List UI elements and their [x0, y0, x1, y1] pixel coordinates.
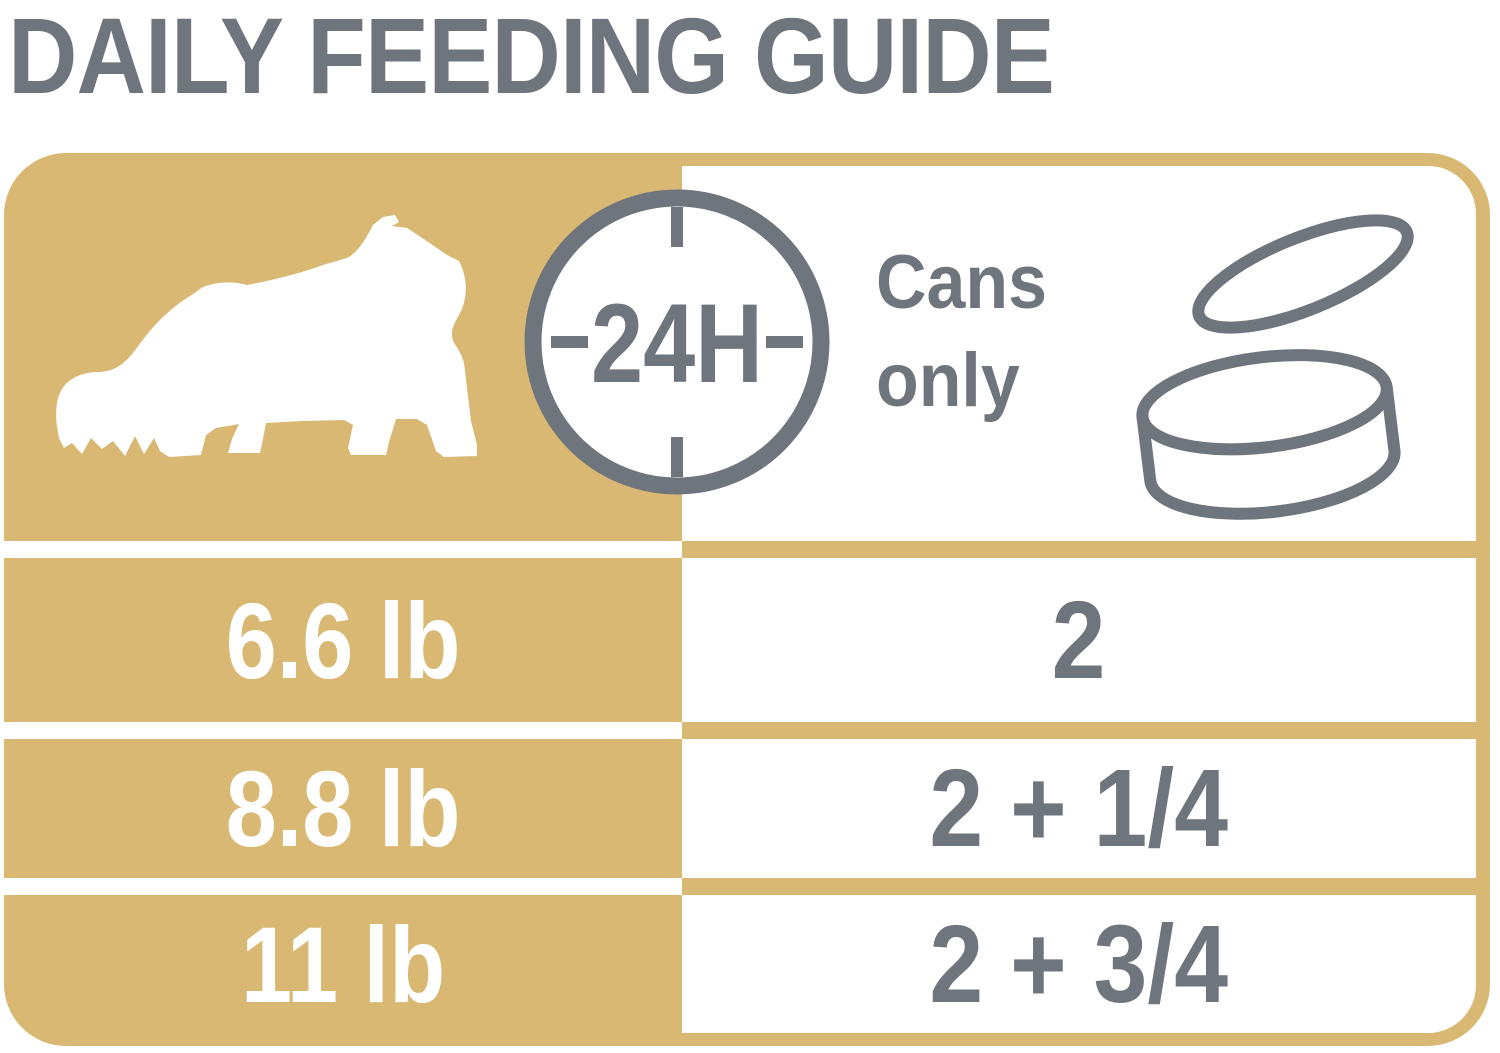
weight-cell: 6.6 lb	[4, 558, 682, 722]
cans-cell: 2 + 3/4	[682, 895, 1476, 1033]
persian-cat-icon	[56, 215, 478, 457]
row-separator	[4, 722, 682, 739]
clock-label: 24H	[591, 281, 763, 406]
cans-value: 2	[1052, 578, 1106, 702]
header-cell: Cans only	[682, 166, 1476, 541]
cans-cell: 2	[682, 558, 1476, 722]
cans-value: 2 + 3/4	[929, 902, 1229, 1026]
page-title: DAILY FEEDING GUIDE	[8, 0, 1055, 116]
feeding-guide-card: Cans only 2 2 + 1/4 2 + 3/4 6.6 lb 8.8 l…	[4, 153, 1490, 1046]
weight-label: 8.8 lb	[225, 748, 461, 869]
open-can-icon	[1136, 214, 1414, 520]
row-separator	[4, 541, 682, 558]
weight-cell: 8.8 lb	[4, 739, 682, 878]
weight-cell: 11 lb	[4, 895, 682, 1033]
cans-cell: 2 + 1/4	[682, 739, 1476, 878]
row-separator	[4, 878, 682, 895]
weight-label: 6.6 lb	[225, 579, 461, 701]
weight-label: 11 lb	[240, 903, 446, 1025]
cans-value: 2 + 1/4	[929, 747, 1229, 870]
24h-clock-icon: 24H	[524, 189, 830, 495]
cans-only-label: Cans only	[876, 240, 1047, 423]
